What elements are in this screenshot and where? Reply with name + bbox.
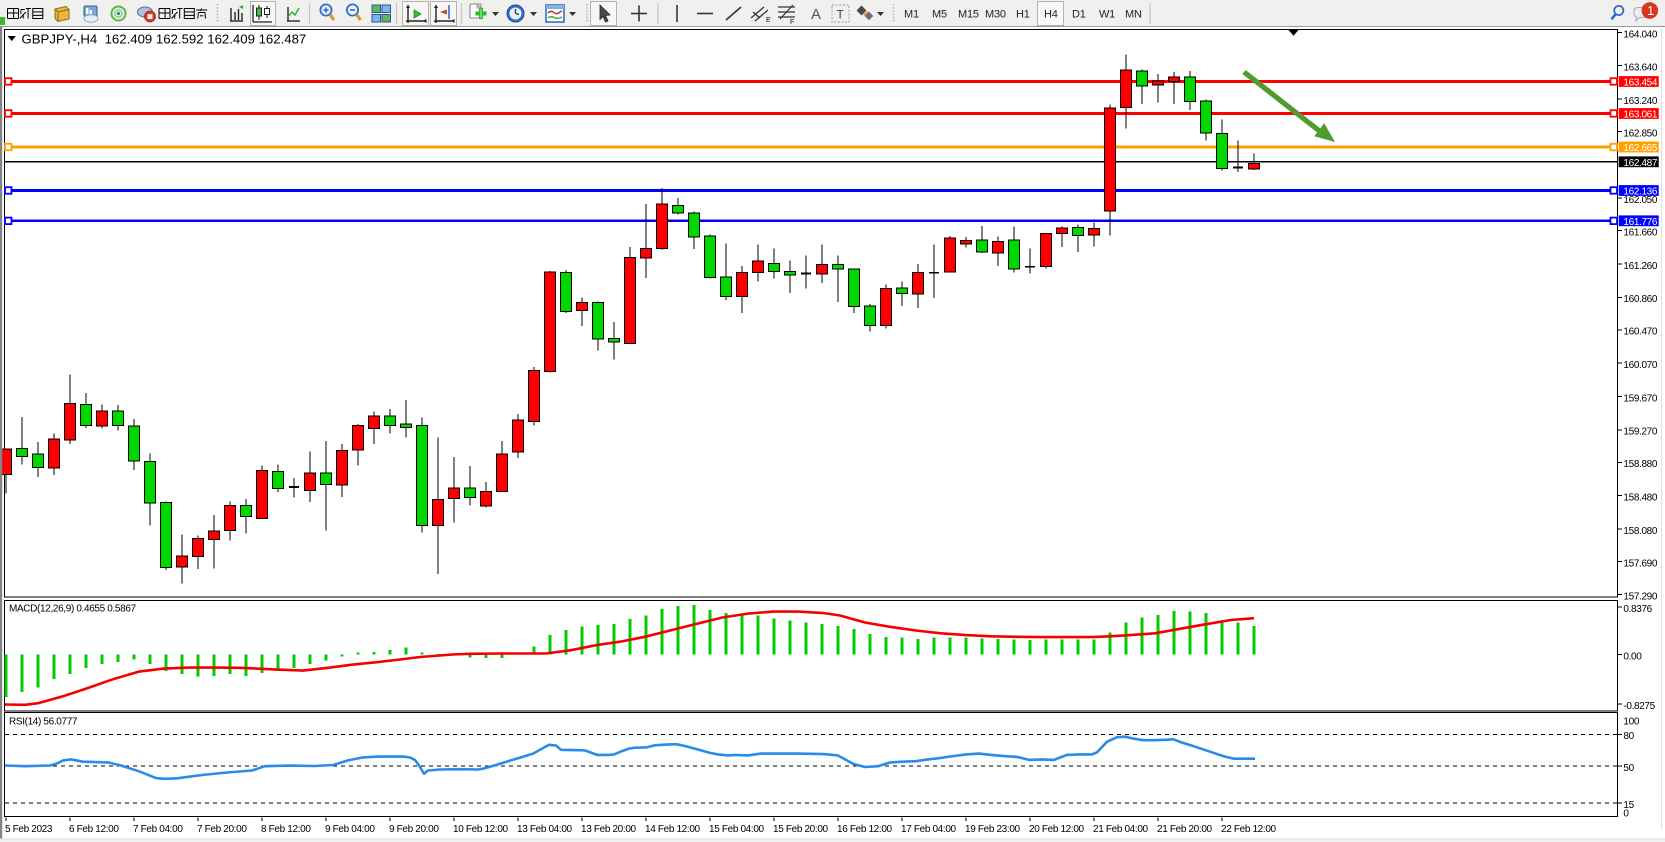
svg-text:158.080: 158.080: [1623, 526, 1657, 537]
svg-text:163.061: 163.061: [1623, 110, 1657, 121]
svg-text:GBPJPY-,H4 162.409 162.592 16: GBPJPY-,H4 162.409 162.592 162.409 162.4…: [22, 31, 307, 46]
svg-text:9 Feb 20:00: 9 Feb 20:00: [389, 824, 439, 835]
svg-text:162.050: 162.050: [1623, 195, 1657, 206]
svg-text:162.665: 162.665: [1623, 143, 1657, 154]
svg-text:M1: M1: [904, 9, 919, 21]
svg-text:1: 1: [1647, 3, 1654, 18]
svg-text:H1: H1: [1016, 9, 1030, 21]
svg-text:20 Feb 12:00: 20 Feb 12:00: [1029, 824, 1085, 835]
svg-text:H4: H4: [1044, 9, 1058, 21]
svg-text:F: F: [790, 19, 794, 26]
svg-text:161.260: 161.260: [1623, 261, 1657, 272]
svg-text:163.240: 163.240: [1623, 96, 1657, 107]
svg-text:162.136: 162.136: [1623, 187, 1657, 198]
svg-text:M15: M15: [958, 9, 979, 21]
svg-text:6 Feb 12:00: 6 Feb 12:00: [69, 824, 119, 835]
svg-text:W1: W1: [1099, 9, 1115, 21]
svg-text:-0.8275: -0.8275: [1623, 701, 1655, 712]
svg-text:0: 0: [1623, 809, 1629, 820]
svg-text:15 Feb 04:00: 15 Feb 04:00: [709, 824, 765, 835]
svg-text:14 Feb 12:00: 14 Feb 12:00: [645, 824, 701, 835]
svg-text:21 Feb 20:00: 21 Feb 20:00: [1157, 824, 1213, 835]
svg-text:163.454: 163.454: [1623, 78, 1657, 89]
svg-text:5 Feb 2023: 5 Feb 2023: [5, 824, 53, 835]
svg-text:13 Feb 04:00: 13 Feb 04:00: [517, 824, 573, 835]
svg-text:160.470: 160.470: [1623, 327, 1657, 338]
svg-text:0.8376: 0.8376: [1623, 604, 1652, 615]
svg-text:MN: MN: [1125, 9, 1142, 21]
svg-text:MACD(12,26,9) 0.4655 0.5867: MACD(12,26,9) 0.4655 0.5867: [9, 603, 137, 614]
svg-text:158.880: 158.880: [1623, 459, 1657, 470]
svg-text:17 Feb 04:00: 17 Feb 04:00: [901, 824, 957, 835]
svg-text:M5: M5: [932, 9, 947, 21]
svg-text:A: A: [811, 6, 821, 23]
svg-text:161.776: 161.776: [1623, 217, 1657, 228]
svg-text:159.270: 159.270: [1623, 427, 1657, 438]
svg-text:157.290: 157.290: [1623, 592, 1657, 603]
svg-text:16 Feb 12:00: 16 Feb 12:00: [837, 824, 893, 835]
svg-text:E: E: [766, 17, 771, 24]
svg-text:7 Feb 20:00: 7 Feb 20:00: [197, 824, 247, 835]
svg-text:158.480: 158.480: [1623, 493, 1657, 504]
svg-text:15: 15: [1623, 800, 1634, 811]
svg-text:19 Feb 23:00: 19 Feb 23:00: [965, 824, 1021, 835]
svg-text:RSI(14) 56.0777: RSI(14) 56.0777: [9, 716, 78, 727]
svg-text:160.860: 160.860: [1623, 294, 1657, 305]
svg-text:21 Feb 04:00: 21 Feb 04:00: [1093, 824, 1149, 835]
svg-text:0.00: 0.00: [1623, 652, 1642, 663]
svg-text:22 Feb 12:00: 22 Feb 12:00: [1221, 824, 1277, 835]
svg-text:161.660: 161.660: [1623, 228, 1657, 239]
svg-text:15 Feb 20:00: 15 Feb 20:00: [773, 824, 829, 835]
svg-text:9 Feb 04:00: 9 Feb 04:00: [325, 824, 375, 835]
svg-text:T: T: [837, 8, 845, 22]
svg-text:D1: D1: [1072, 9, 1086, 21]
svg-text:50: 50: [1623, 763, 1634, 774]
svg-text:M30: M30: [985, 9, 1006, 21]
svg-text:80: 80: [1623, 731, 1634, 742]
svg-text:10 Feb 12:00: 10 Feb 12:00: [453, 824, 509, 835]
svg-text:162.850: 162.850: [1623, 128, 1657, 139]
svg-text:163.640: 163.640: [1623, 63, 1657, 74]
svg-text:160.070: 160.070: [1623, 360, 1657, 371]
svg-text:7 Feb 04:00: 7 Feb 04:00: [133, 824, 183, 835]
svg-text:159.670: 159.670: [1623, 393, 1657, 404]
svg-text:100: 100: [1623, 717, 1639, 728]
svg-text:157.690: 157.690: [1623, 558, 1657, 569]
svg-text:8 Feb 12:00: 8 Feb 12:00: [261, 824, 311, 835]
svg-text:164.040: 164.040: [1623, 29, 1657, 40]
svg-text:162.487: 162.487: [1623, 158, 1657, 169]
svg-text:13 Feb 20:00: 13 Feb 20:00: [581, 824, 637, 835]
